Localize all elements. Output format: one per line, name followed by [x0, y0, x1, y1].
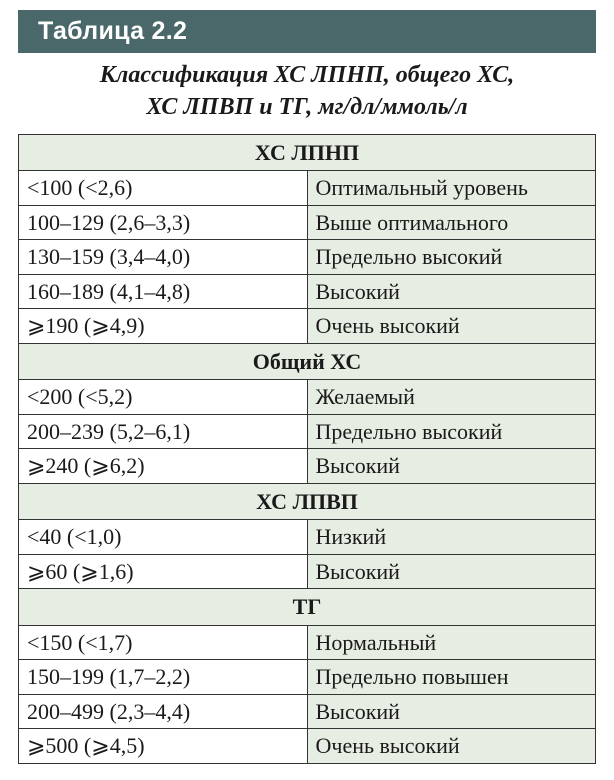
category-cell: Предельно высокий [307, 414, 596, 449]
category-cell: Оптимальный уровень [307, 171, 596, 206]
category-cell: Очень высокий [307, 309, 596, 344]
range-cell: 130–159 (3,4–4,0) [19, 240, 308, 275]
category-cell: Низкий [307, 520, 596, 555]
section-heading-row: ХС ЛПНП [19, 134, 596, 171]
category-cell: Высокий [307, 554, 596, 589]
classification-table: ХС ЛПНП <100 (<2,6) Оптимальный уровень … [18, 134, 596, 764]
table-title-line-1: Классификация ХС ЛПНП, общего ХС, [18, 59, 596, 91]
section-heading: ТГ [19, 589, 596, 626]
table-row: ⩾500 (⩾4,5) Очень высокий [19, 729, 596, 764]
section-heading-row: ТГ [19, 589, 596, 626]
range-cell: <40 (<1,0) [19, 520, 308, 555]
table-title-line-2: ХС ЛПВП и ТГ, мг/дл/ммоль/л [18, 91, 596, 123]
section-heading-row: Общий ХС [19, 343, 596, 380]
category-cell: Предельно повышен [307, 660, 596, 695]
section-heading-row: ХС ЛПВП [19, 483, 596, 520]
table-title: Классификация ХС ЛПНП, общего ХС, ХС ЛПВ… [18, 59, 596, 124]
range-cell: 200–499 (2,3–4,4) [19, 694, 308, 729]
range-cell: ⩾190 (⩾4,9) [19, 309, 308, 344]
category-cell: Высокий [307, 449, 596, 484]
category-cell: Выше оптимального [307, 205, 596, 240]
table-row: 130–159 (3,4–4,0) Предельно высокий [19, 240, 596, 275]
table-row: ⩾60 (⩾1,6) Высокий [19, 554, 596, 589]
category-cell: Очень высокий [307, 729, 596, 764]
table-number-bar: Таблица 2.2 [18, 10, 596, 53]
table-row: <150 (<1,7) Нормальный [19, 625, 596, 660]
range-cell: <100 (<2,6) [19, 171, 308, 206]
section-heading: Общий ХС [19, 343, 596, 380]
section-heading: ХС ЛПНП [19, 134, 596, 171]
range-cell: ⩾500 (⩾4,5) [19, 729, 308, 764]
table-row: 200–499 (2,3–4,4) Высокий [19, 694, 596, 729]
table-row: <200 (<5,2) Желаемый [19, 380, 596, 415]
table-row: <40 (<1,0) Низкий [19, 520, 596, 555]
table-row: <100 (<2,6) Оптимальный уровень [19, 171, 596, 206]
table-row: 150–199 (1,7–2,2) Предельно повышен [19, 660, 596, 695]
range-cell: 150–199 (1,7–2,2) [19, 660, 308, 695]
range-cell: <200 (<5,2) [19, 380, 308, 415]
range-cell: ⩾60 (⩾1,6) [19, 554, 308, 589]
page: Таблица 2.2 Классификация ХС ЛПНП, общег… [0, 0, 614, 780]
category-cell: Желаемый [307, 380, 596, 415]
table-row: 200–239 (5,2–6,1) Предельно высокий [19, 414, 596, 449]
table-row: 160–189 (4,1–4,8) Высокий [19, 274, 596, 309]
range-cell: 200–239 (5,2–6,1) [19, 414, 308, 449]
range-cell: 160–189 (4,1–4,8) [19, 274, 308, 309]
table-row: ⩾240 (⩾6,2) Высокий [19, 449, 596, 484]
table-row: ⩾190 (⩾4,9) Очень высокий [19, 309, 596, 344]
table-row: 100–129 (2,6–3,3) Выше оптимального [19, 205, 596, 240]
category-cell: Высокий [307, 694, 596, 729]
section-heading: ХС ЛПВП [19, 483, 596, 520]
range-cell: <150 (<1,7) [19, 625, 308, 660]
range-cell: 100–129 (2,6–3,3) [19, 205, 308, 240]
category-cell: Высокий [307, 274, 596, 309]
category-cell: Нормальный [307, 625, 596, 660]
range-cell: ⩾240 (⩾6,2) [19, 449, 308, 484]
category-cell: Предельно высокий [307, 240, 596, 275]
